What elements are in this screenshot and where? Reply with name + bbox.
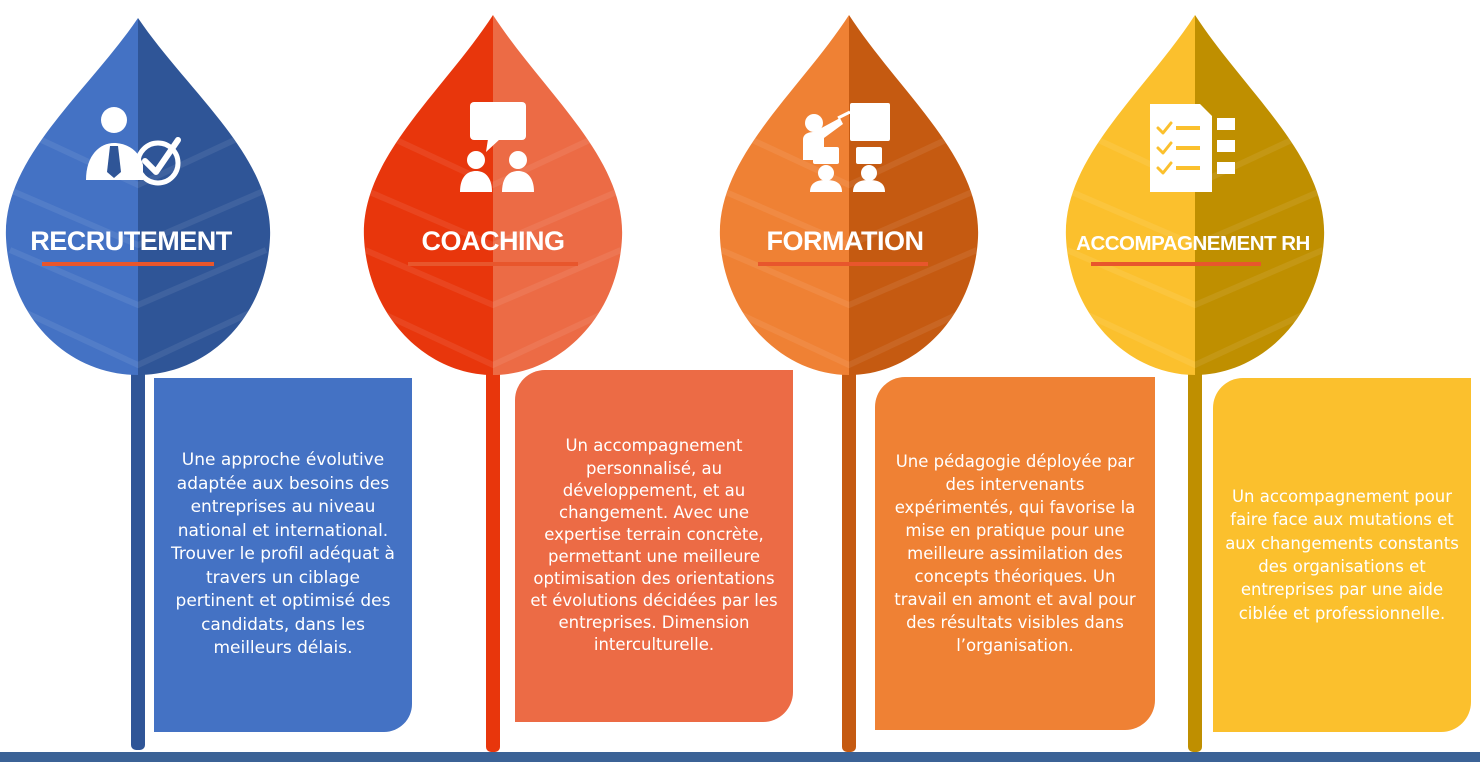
- speech-bubble-people-icon: [460, 102, 534, 192]
- recruiter-checkmark-icon: [86, 107, 181, 186]
- presentation-board-icon: [803, 103, 890, 192]
- leaf-stem: [1188, 360, 1202, 752]
- description-text: Un accompagnement pour faire face aux mu…: [1225, 486, 1459, 623]
- title-underline: [758, 262, 928, 266]
- description-text: Une approche évolutive adaptée aux besoi…: [171, 450, 395, 659]
- description-box-recrutement: Une approche évolutive adaptée aux besoi…: [154, 378, 412, 732]
- bottom-border-strip: [0, 752, 1480, 762]
- description-text: Un accompagnement personnalisé, au dével…: [530, 436, 778, 655]
- leaf-title: FORMATION: [767, 226, 924, 256]
- description-box-coaching: Un accompagnement personnalisé, au dével…: [515, 370, 793, 722]
- leaf-stem: [131, 360, 145, 750]
- description-box-accompagnement-rh: Un accompagnement pour faire face aux mu…: [1213, 378, 1471, 732]
- title-underline: [408, 262, 578, 266]
- title-underline: [1091, 262, 1261, 266]
- leaf-stem: [486, 360, 500, 752]
- description-box-formation: Une pédagogie déployée par des intervena…: [875, 377, 1155, 730]
- leaf-title: ACCOMPAGNEMENT RH: [1076, 232, 1310, 255]
- leaf-title: RECRUTEMENT: [30, 226, 233, 256]
- leaf-title: COACHING: [422, 226, 565, 256]
- title-underline: [42, 262, 214, 266]
- description-text: Une pédagogie déployée par des intervena…: [894, 451, 1136, 656]
- leaf-stem: [842, 360, 856, 752]
- leaf-recrutement: RECRUTEMENT: [5, 18, 271, 750]
- checklist-document-icon: [1150, 104, 1235, 192]
